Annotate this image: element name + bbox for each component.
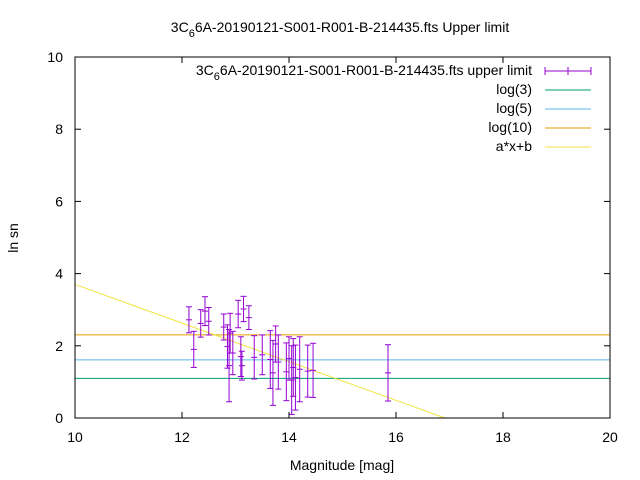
data-point [229,330,236,376]
legend-label-log5: log(5) [496,100,532,116]
fit-line [74,283,446,419]
data-point [283,342,290,402]
data-point [245,305,252,331]
data-point [226,329,233,403]
x-tick-label: 18 [495,429,511,445]
data-point [292,344,299,411]
data-point [275,334,282,390]
chart-title: 3C66A-20190121-S001-R001-B-214435.fts Up… [171,19,510,40]
y-tick-label: 0 [55,410,63,426]
data-point [202,296,209,327]
legend: 3C66A-20190121-S001-R001-B-214435.fts up… [196,62,592,154]
x-tick-label: 20 [602,429,618,445]
data-point [205,307,212,336]
legend-label-log10: log(10) [488,119,532,135]
x-axis: 10 12 14 16 18 20 [67,57,618,445]
data-point [310,342,317,398]
legend-sample-errorbars [544,67,592,75]
data-points [185,295,391,415]
data-lines [74,283,610,419]
y-axis-title: ln sn [5,223,21,253]
data-point [197,309,204,338]
data-point [384,344,391,402]
data-point [259,334,266,376]
y-tick-label: 6 [55,193,63,209]
data-point [240,295,247,323]
legend-label-log3: log(3) [496,81,532,97]
data-point [296,336,303,403]
x-tick-label: 16 [388,429,404,445]
data-point [238,350,245,381]
data-point [220,313,227,341]
data-point [190,330,197,368]
y-axis: 0 2 4 6 8 10 [47,49,610,426]
data-point [235,299,242,329]
data-point [185,306,192,334]
data-point [237,336,244,377]
y-tick-label: 8 [55,121,63,137]
x-axis-title: Magnitude [mag] [290,457,394,473]
data-point [269,339,276,406]
legend-label-fit: a*x+b [496,138,532,154]
plot-border [74,56,611,419]
y-tick-label: 4 [55,266,63,282]
legend-label-errorbars: 3C66A-20190121-S001-R001-B-214435.fts up… [196,62,532,83]
x-tick-label: 14 [281,429,297,445]
x-tick-label: 10 [67,429,83,445]
y-tick-label: 10 [47,49,63,65]
data-point [251,335,258,380]
data-point [304,344,311,398]
x-tick-label: 12 [174,429,190,445]
y-tick-label: 2 [55,338,63,354]
